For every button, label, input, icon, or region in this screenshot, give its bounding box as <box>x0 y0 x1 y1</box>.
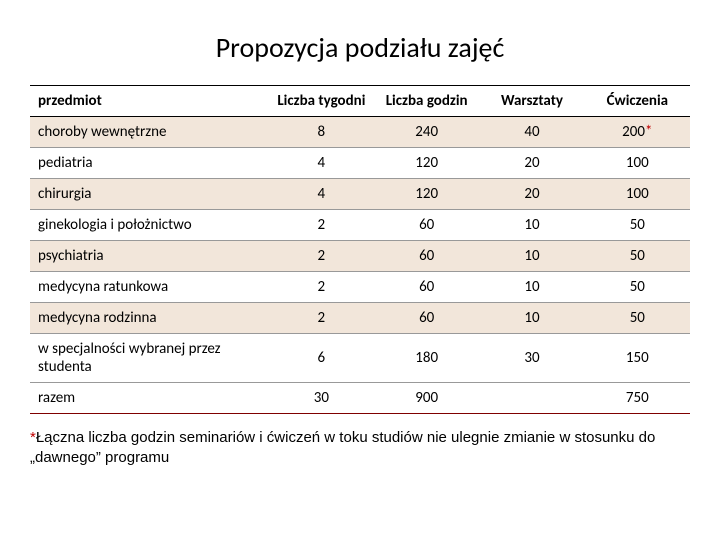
cell-hours: 60 <box>374 272 479 303</box>
cell-hours: 60 <box>374 241 479 272</box>
cell-weeks: 8 <box>269 117 374 148</box>
cell-subject: psychiatria <box>30 241 269 272</box>
footnote-text: Łączna liczba godzin seminariów i ćwicze… <box>30 429 655 466</box>
cell-exercises: 50 <box>585 303 690 334</box>
cell-exercises: 50 <box>585 241 690 272</box>
total-weeks: 30 <box>269 383 374 414</box>
col-hours: Liczba godzin <box>374 86 479 117</box>
cell-weeks: 2 <box>269 272 374 303</box>
cell-weeks: 4 <box>269 179 374 210</box>
cell-workshops: 20 <box>479 179 584 210</box>
cell-workshops: 10 <box>479 241 584 272</box>
page-title: Propozycja podziału zajęć <box>30 30 690 65</box>
table-total-row: razem30900 750 <box>30 383 690 414</box>
total-hours: 900 <box>374 383 479 414</box>
table-row: psychiatria2601050 <box>30 241 690 272</box>
cell-exercises: 100 <box>585 148 690 179</box>
cell-workshops: 40 <box>479 117 584 148</box>
cell-hours: 60 <box>374 303 479 334</box>
cell-workshops: 10 <box>479 210 584 241</box>
cell-hours: 180 <box>374 334 479 383</box>
footnote: *Łączna liczba godzin seminariów i ćwicz… <box>30 428 690 469</box>
cell-subject: pediatria <box>30 148 269 179</box>
cell-exercises: 150 <box>585 334 690 383</box>
cell-weeks: 2 <box>269 303 374 334</box>
cell-exercises: 50 <box>585 210 690 241</box>
total-exercises: 750 <box>585 383 690 414</box>
cell-weeks: 2 <box>269 241 374 272</box>
cell-subject: medycyna ratunkowa <box>30 272 269 303</box>
table-row: ginekologia i położnictwo2601050 <box>30 210 690 241</box>
table-header-row: przedmiot Liczba tygodni Liczba godzin W… <box>30 86 690 117</box>
cell-exercises: 50 <box>585 272 690 303</box>
table-row: medycyna rodzinna2601050 <box>30 303 690 334</box>
cell-subject: choroby wewnętrzne <box>30 117 269 148</box>
asterisk-icon: * <box>645 123 652 141</box>
cell-weeks: 6 <box>269 334 374 383</box>
cell-subject: medycyna rodzinna <box>30 303 269 334</box>
table-row: pediatria412020100 <box>30 148 690 179</box>
table-row: medycyna ratunkowa2601050 <box>30 272 690 303</box>
total-workshops <box>479 383 584 414</box>
cell-workshops: 20 <box>479 148 584 179</box>
cell-weeks: 2 <box>269 210 374 241</box>
total-label: razem <box>30 383 269 414</box>
cell-exercises: 100 <box>585 179 690 210</box>
col-exercises: Ćwiczenia <box>585 86 690 117</box>
cell-subject: w specjalności wybranej przez studenta <box>30 334 269 383</box>
cell-workshops: 30 <box>479 334 584 383</box>
schedule-table: przedmiot Liczba tygodni Liczba godzin W… <box>30 85 690 414</box>
cell-hours: 60 <box>374 210 479 241</box>
table-row: chirurgia412020100 <box>30 179 690 210</box>
cell-hours: 120 <box>374 179 479 210</box>
cell-workshops: 10 <box>479 272 584 303</box>
col-subject: przedmiot <box>30 86 269 117</box>
cell-hours: 240 <box>374 117 479 148</box>
table-body: choroby wewnętrzne824040200*pediatria412… <box>30 117 690 414</box>
cell-exercises: 200* <box>585 117 690 148</box>
table-row: w specjalności wybranej przez studenta61… <box>30 334 690 383</box>
cell-subject: chirurgia <box>30 179 269 210</box>
table-row: choroby wewnętrzne824040200* <box>30 117 690 148</box>
col-workshops: Warsztaty <box>479 86 584 117</box>
cell-subject: ginekologia i położnictwo <box>30 210 269 241</box>
col-weeks: Liczba tygodni <box>269 86 374 117</box>
cell-weeks: 4 <box>269 148 374 179</box>
cell-workshops: 10 <box>479 303 584 334</box>
cell-hours: 120 <box>374 148 479 179</box>
